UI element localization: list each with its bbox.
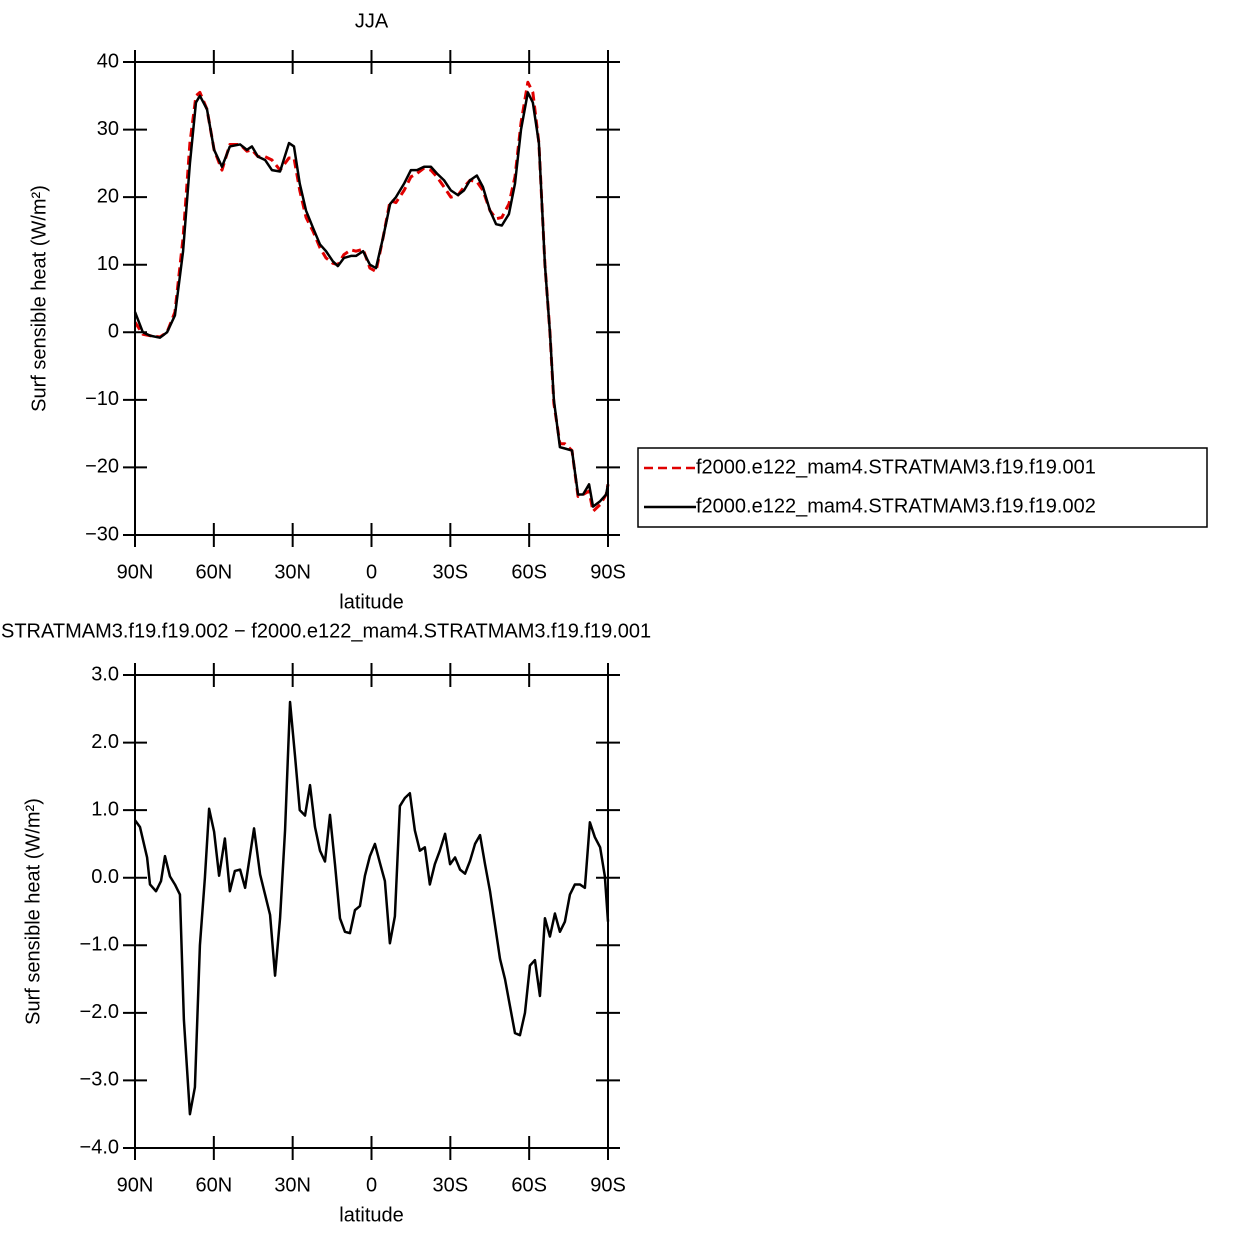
x-tick-label: 90S [590,1174,626,1196]
x-tick-label: 90N [117,561,154,583]
legend-label: f2000.e122_mam4.STRATMAM3.f19.f19.002 [696,495,1096,517]
x-tick-label: 90S [590,561,626,583]
data-line [133,80,610,513]
x-tick-label: 0 [366,561,377,583]
y-tick-label: 40 [97,50,119,72]
y-tick-label: 0.0 [91,866,119,888]
y-tick-label: 2.0 [91,731,119,753]
x-tick-label: 30N [274,561,311,583]
x-tick-label: 60N [195,1174,232,1196]
data-line [133,91,610,508]
y-tick-label: 1.0 [91,798,119,820]
y-tick-label: −1.0 [80,934,119,956]
legend-label: f2000.e122_mam4.STRATMAM3.f19.f19.001 [696,456,1096,478]
x-tick-label: 60S [511,1174,547,1196]
y-tick-label: 30 [97,118,119,140]
x-axis-label: latitude [339,1204,404,1226]
y-axis-label: Surf sensible heat (W/m²) [22,798,44,1025]
chart-title: STRATMAM3.f19.f19.002 − f2000.e122_mam4.… [1,620,651,642]
y-tick-label: 10 [97,253,119,275]
x-tick-label: 60S [511,561,547,583]
y-tick-label: −3.0 [80,1069,119,1091]
data-line [133,700,610,1116]
chart: STRATMAM3.f19.f19.002 − f2000.e122_mam4.… [1,620,651,1226]
x-tick-label: 30S [433,561,469,583]
x-tick-label: 30N [274,1174,311,1196]
y-tick-label: −4.0 [80,1136,119,1158]
x-tick-label: 60N [195,561,232,583]
y-tick-label: −10 [85,388,119,410]
y-tick-label: 3.0 [91,663,119,685]
y-tick-label: 20 [97,185,119,207]
x-tick-label: 90N [117,1174,154,1196]
x-tick-label: 0 [366,1174,377,1196]
x-axis-label: latitude [339,591,404,613]
plot-frame [134,61,609,536]
y-axis-label: Surf sensible heat (W/m²) [28,185,50,412]
y-tick-label: −30 [85,523,119,545]
legend-box [637,447,1208,528]
y-tick-label: −2.0 [80,1001,119,1023]
chart: JJA latitude Surf sensible heat (W/m²) −30 −… [28,10,1208,613]
chart-title: JJA [355,10,389,32]
plot-frame [134,674,609,1149]
x-tick-label: 30S [433,1174,469,1196]
y-tick-label: −20 [85,456,119,478]
y-tick-label: 0 [108,321,119,343]
